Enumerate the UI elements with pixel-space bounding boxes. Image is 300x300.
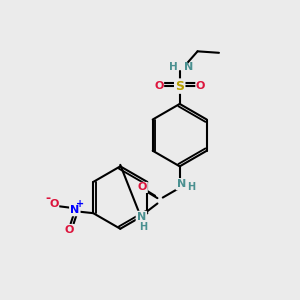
Text: O: O: [49, 199, 59, 208]
Text: N: N: [177, 179, 186, 189]
Text: H: H: [139, 222, 147, 232]
Text: S: S: [175, 80, 184, 93]
Text: H: H: [187, 182, 195, 192]
Text: N: N: [137, 212, 146, 222]
Text: N: N: [70, 205, 80, 215]
Text: H: H: [169, 62, 178, 72]
Text: +: +: [76, 199, 84, 208]
Text: -: -: [45, 192, 50, 206]
Text: O: O: [65, 224, 74, 235]
Text: N: N: [184, 62, 193, 72]
Text: O: O: [138, 182, 147, 193]
Text: O: O: [154, 81, 164, 91]
Text: O: O: [196, 81, 205, 91]
